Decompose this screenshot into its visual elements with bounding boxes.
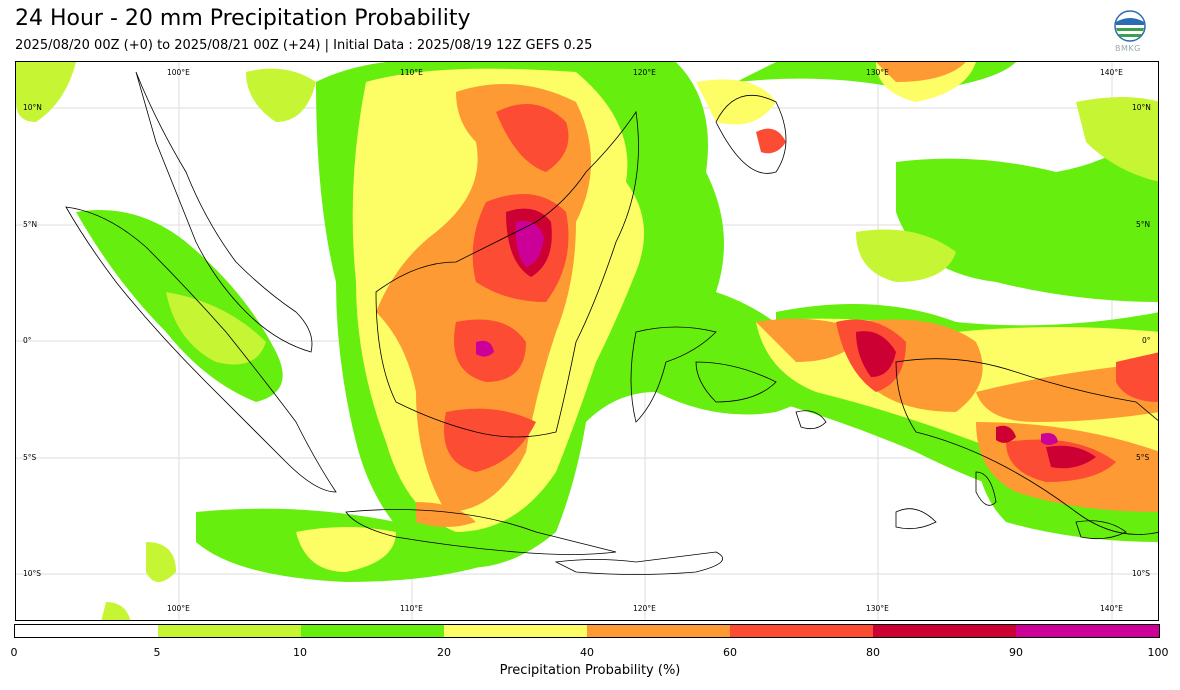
chart-title: 24 Hour - 20 mm Precipitation Probabilit… — [15, 6, 471, 31]
lat-label-right: 10°S — [1132, 569, 1151, 578]
colorbar-tick: 0 — [10, 646, 18, 659]
precipitation-map: 100°E 110°E 120°E 130°E 140°E 100°E 110°… — [15, 61, 1159, 621]
lat-label-left: 10°N — [23, 103, 42, 112]
map-canvas — [16, 62, 1158, 620]
lon-label-bottom: 100°E — [167, 604, 190, 613]
chart-subtitle: 2025/08/20 00Z (+0) to 2025/08/21 00Z (+… — [15, 38, 593, 53]
lon-label-top: 140°E — [1100, 68, 1123, 77]
lat-label-right: 5°S — [1136, 453, 1150, 462]
lon-label-bottom: 140°E — [1100, 604, 1123, 613]
lon-label-bottom: 130°E — [866, 604, 889, 613]
lat-label-left: 0° — [23, 336, 32, 345]
colorbar-segment — [301, 625, 444, 637]
colorbar-segment — [587, 625, 730, 637]
lon-label-bottom: 110°E — [400, 604, 423, 613]
colorbar-tick: 100 — [1147, 646, 1169, 659]
colorbar-tick: 10 — [293, 646, 307, 659]
lat-label-left: 10°S — [23, 569, 42, 578]
colorbar-tick: 20 — [437, 646, 451, 659]
colorbar-tick: 40 — [580, 646, 594, 659]
colorbar-tick: 5 — [153, 646, 161, 659]
lon-label-top: 120°E — [633, 68, 656, 77]
lat-label-right: 5°N — [1136, 220, 1151, 229]
colorbar-segment — [730, 625, 873, 637]
bmkg-logo — [1112, 10, 1154, 56]
colorbar-segment — [444, 625, 587, 637]
colorbar — [14, 624, 1160, 638]
lat-label-left: 5°N — [23, 220, 38, 229]
colorbar-label: Precipitation Probability (%) — [499, 663, 681, 678]
lat-label-right: 10°N — [1132, 103, 1151, 112]
lon-label-top: 130°E — [866, 68, 889, 77]
lon-label-top: 110°E — [400, 68, 423, 77]
coastlines — [65, 71, 1158, 575]
colorbar-tick: 90 — [1009, 646, 1023, 659]
colorbar-segment — [1016, 625, 1159, 637]
logo-text: BMKG — [1115, 44, 1141, 53]
colorbar-segment — [15, 625, 158, 637]
colorbar-tick: 60 — [723, 646, 737, 659]
colorbar-tick: 80 — [866, 646, 880, 659]
lon-label-bottom: 120°E — [633, 604, 656, 613]
lon-label-top: 100°E — [167, 68, 190, 77]
prob-band-5-10 — [16, 62, 1158, 620]
prob-band-40-60 — [376, 62, 1158, 527]
lat-label-right: 0° — [1142, 336, 1151, 345]
colorbar-segment — [873, 625, 1016, 637]
prob-band-90-100 — [476, 221, 1058, 445]
colorbar-segment — [158, 625, 301, 637]
lat-label-left: 5°S — [23, 453, 37, 462]
